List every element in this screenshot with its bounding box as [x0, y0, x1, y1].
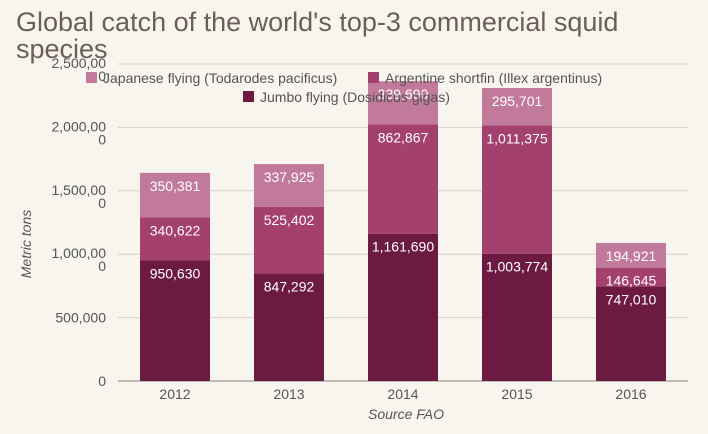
data-label: 747,010	[606, 291, 657, 307]
bar-segment	[140, 172, 210, 218]
data-label: 525,402	[264, 212, 315, 228]
legend-label: Argentine shortfin (Illex argentinus)	[385, 70, 602, 86]
bar-segment	[596, 267, 666, 287]
data-label: 1,011,375	[486, 130, 547, 146]
y-tick-label: 0	[98, 373, 106, 389]
bar-segment	[368, 81, 438, 125]
legend-swatch	[86, 72, 97, 83]
y-tick-label: 1,500,00 0	[52, 182, 107, 211]
x-tick-label: 2012	[159, 386, 190, 402]
data-label: 340,622	[150, 222, 201, 238]
y-tick-label: 1,000,00 0	[52, 245, 107, 274]
bar-segment	[368, 233, 438, 381]
x-axis-ticks: 2012 2013 2014 2015 2016	[159, 386, 646, 402]
chart-title-line-2: species	[16, 34, 108, 64]
legend-label: Jumbo flying (Dosidicus gigas)	[260, 89, 450, 105]
bar-segment	[140, 260, 210, 381]
x-tick-label: 2015	[501, 386, 532, 402]
data-label: 1,161,690	[372, 239, 434, 255]
data-label: 337,925	[264, 169, 315, 185]
legend-swatch	[368, 72, 379, 83]
bar-segment	[596, 286, 666, 381]
data-label: 146,645	[606, 273, 657, 289]
legend-label: Japanese flying (Todarodes pacificus)	[103, 70, 337, 86]
chart-title-line-1: Global catch of the world's top-3 commer…	[16, 7, 618, 37]
data-label: 950,630	[150, 265, 201, 281]
data-label: 1,003,774	[486, 259, 548, 275]
x-tick-label: 2016	[615, 386, 646, 402]
bar-segment	[482, 87, 552, 126]
bar-segment	[482, 125, 552, 254]
bar-segment	[254, 273, 324, 381]
data-label: 350,381	[150, 178, 201, 194]
x-axis-label: Source FAO	[368, 406, 444, 422]
data-label: 194,921	[606, 248, 657, 264]
x-tick-label: 2013	[273, 386, 304, 402]
legend: Japanese flying (Todarodes pacificus) Arg…	[86, 70, 602, 105]
bar-segment	[482, 253, 552, 381]
y-axis-label: Metric tons	[18, 210, 34, 278]
bars: 950,630 340,622 350,381 847,292 525,402 337,9…	[140, 81, 666, 381]
x-tick-label: 2014	[387, 386, 418, 402]
legend-swatch	[243, 91, 254, 102]
y-tick-label: 500,000	[55, 310, 106, 326]
data-label: 847,292	[264, 279, 315, 295]
data-label: 339,690	[378, 86, 429, 102]
data-label: 295,701	[492, 93, 543, 109]
bar-segment	[254, 164, 324, 207]
bar-segment	[254, 206, 324, 274]
bar-segment	[140, 217, 210, 261]
bar-segment	[368, 124, 438, 234]
bar-segment	[596, 242, 666, 268]
y-axis-ticks: 0 500,000 1,000,00 0 1,500,00 0 2,000,00 0 2,500…	[52, 55, 107, 389]
y-tick-label: 2,500,00 0	[52, 55, 107, 84]
y-tick-label: 2,000,00 0	[52, 118, 107, 147]
data-label: 862,867	[378, 129, 429, 145]
